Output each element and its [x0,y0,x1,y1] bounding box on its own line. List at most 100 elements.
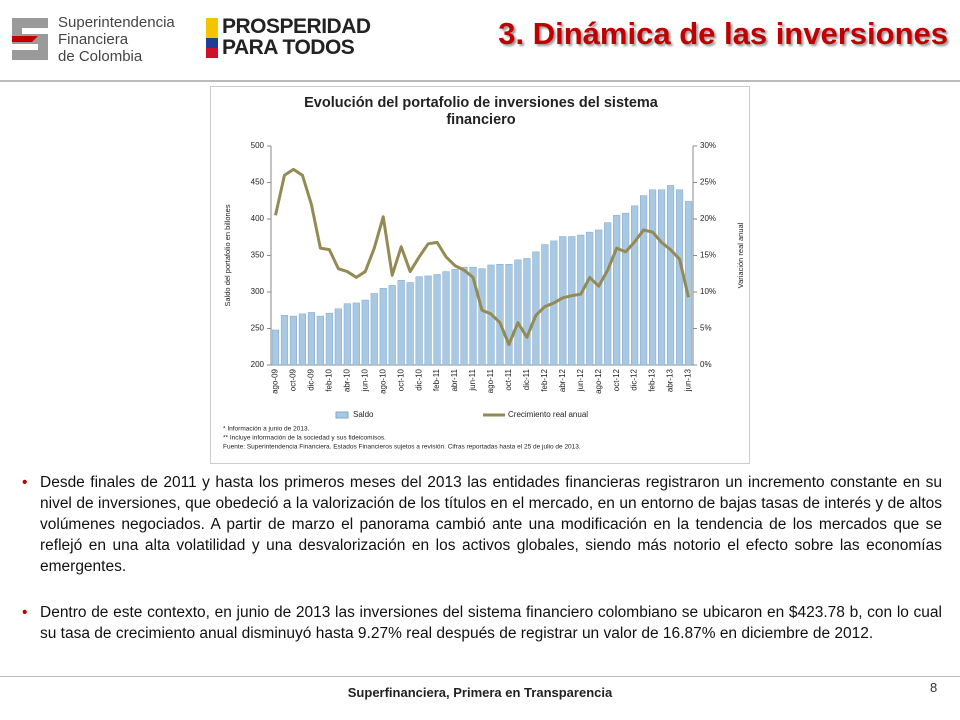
bar [613,215,621,366]
x-tick-label: dic-09 [307,368,316,390]
y2-tick-label: 10% [700,287,716,296]
bar [352,302,360,366]
bar [622,212,630,366]
bar [415,276,423,366]
y-tick-label: 350 [251,251,265,260]
bar [442,271,450,366]
bullet-text: Dentro de este contexto, en junio de 201… [40,604,942,642]
bar [460,266,468,366]
y2-tick-label: 30% [700,141,716,150]
bar [523,258,531,366]
bar [640,195,648,366]
bar [586,231,594,366]
bar [469,266,477,366]
org-line: Superintendencia [58,14,175,31]
bar [334,308,342,366]
org-line: de Colombia [58,48,143,65]
org-line: Financiera [58,31,129,48]
chart-svg: 200 250 300 350 400 450 500 0% 5% 10% 15% 20% 25% 30%… [223,141,745,451]
legend-label: Saldo [353,410,374,419]
bar [325,312,333,366]
footer-rule [0,676,960,677]
bar [568,236,576,366]
bar [307,312,315,366]
page-number: 8 [930,680,938,695]
y-tick-label: 300 [251,287,265,296]
y2-axis-title: Variación real anual [736,222,745,288]
bar [280,315,289,366]
x-tick-label: feb-11 [432,368,441,391]
bar [514,259,522,366]
y2-tick-label: 15% [700,251,716,260]
y-tick-label: 500 [251,141,265,150]
bar [370,293,378,366]
chart-note: * Información a junio de 2013. [223,426,310,433]
chart-note: Fuente: Superintendencia Financiera. Est… [223,444,581,451]
bar [505,264,513,366]
x-tick-label: ago-09 [271,368,280,393]
bar [271,329,280,366]
bar [496,264,504,366]
bar [666,185,675,366]
y2-tick-label: 25% [700,178,716,187]
org-icon [12,18,48,60]
x-tick-label: abr-11 [450,368,459,391]
x-tick-label: feb-10 [324,368,333,391]
x-tick-label: oct-10 [396,368,405,391]
header-rule [0,80,960,82]
x-tick-label: jun-11 [468,368,477,391]
bar [379,288,387,366]
x-tick-label: jun-13 [684,368,693,392]
flag [206,18,218,58]
x-tick-label: abr-13 [666,368,675,392]
x-tick-label: feb-13 [648,368,657,391]
y-tick-label: 450 [251,178,265,187]
x-tick-label: abr-10 [342,368,351,392]
y-tick-label: 400 [251,214,265,223]
y2-tick-label: 5% [700,324,712,333]
bar [298,313,306,366]
bar [361,299,369,366]
x-tick-label: abr-12 [558,368,567,392]
y-tick-label: 200 [251,360,265,369]
org-name: Superintendencia Financiera de Colombia [58,14,175,65]
bar [289,315,298,366]
bar [343,303,351,366]
campaign-line: PARA TODOS [222,36,355,59]
chart-title: Evolución del portafolio de inversiones … [304,95,658,128]
x-tick-label: ago-12 [594,368,603,393]
x-tick-label: dic-11 [522,368,531,390]
x-tick-label: feb-12 [540,368,549,391]
bar [316,315,324,366]
x-tick-label: oct-12 [612,368,621,391]
bar [433,274,441,366]
bar [631,205,639,366]
legend-label: Crecimiento real anual [508,410,588,419]
x-tick-label: oct-11 [504,368,513,390]
x-tick-label: ago-11 [486,368,495,393]
bar [658,189,666,366]
footer-text: Superfinanciera, Primera en Transparenci… [347,685,613,700]
bar [532,251,540,366]
x-tick-label: jun-12 [576,368,585,392]
bar [649,189,657,366]
bar [388,285,396,366]
bar [424,275,432,366]
y2-tick-label: 0% [700,360,712,369]
bullet: Dentro de este contexto, en junio de 201… [22,602,942,644]
chart-note: ** Incluye información de la sociedad y … [223,435,386,442]
x-tick-label: oct-09 [289,368,298,391]
line [274,167,690,347]
bullet: Desde finales de 2011 y hasta los primer… [22,472,942,577]
x-tick-label: dic-12 [630,368,639,390]
bar [397,280,405,366]
bar [675,189,684,366]
y-tick-label: 250 [251,324,265,333]
x-tick-label: ago-10 [378,368,387,393]
bullet-text: Desde finales de 2011 y hasta los primer… [40,474,942,575]
campaign-line: PROSPERIDAD [222,15,371,38]
bar [406,282,414,366]
campaign-logo: PROSPERIDAD PARA TODOS [222,16,371,58]
x-tick-label: jun-10 [360,368,369,392]
